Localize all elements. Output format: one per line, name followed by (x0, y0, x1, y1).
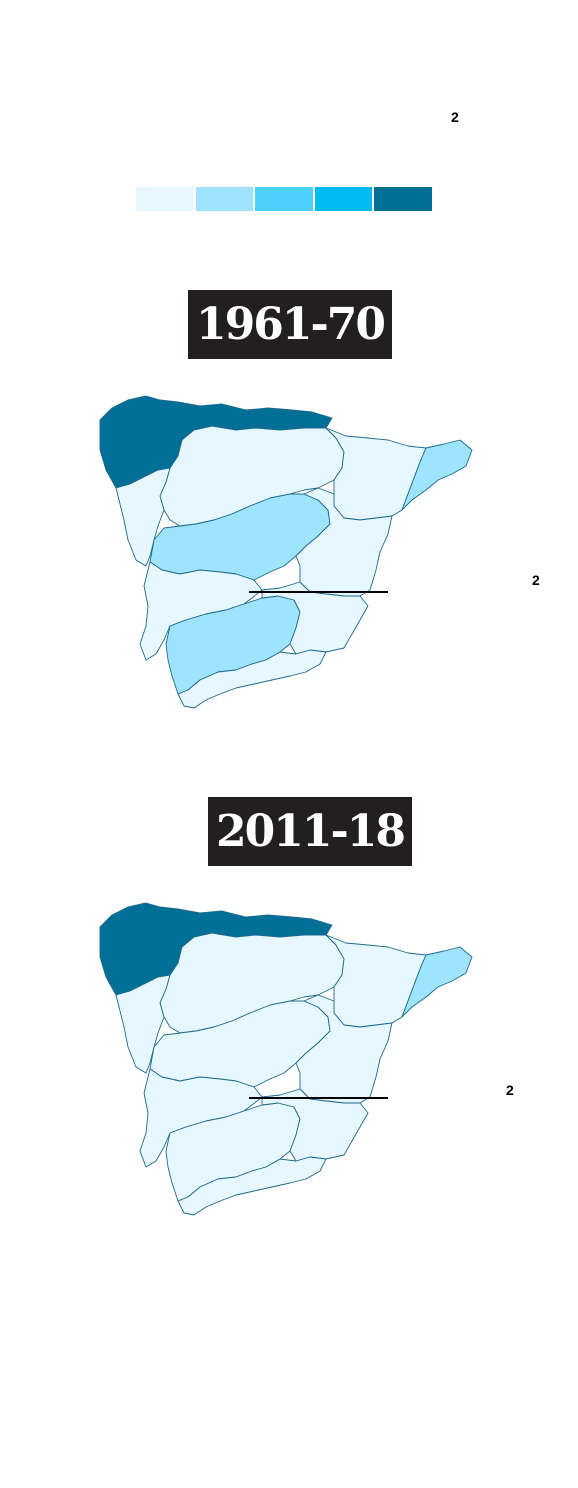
region-southeast (261, 1088, 369, 1162)
legend-swatch-3 (255, 187, 313, 211)
region-northeast (325, 934, 427, 1028)
legend-swatch-4 (314, 187, 373, 211)
period-label-1961-70: 1961-70 (188, 290, 392, 359)
legend-swatch-2 (195, 187, 254, 211)
region-catalonia (401, 946, 473, 1018)
color-scale-legend (136, 187, 432, 211)
spain-map-1961-70 (99, 395, 473, 709)
map-1-callout-superscript: 2 (532, 572, 540, 588)
region-south-coast (177, 649, 327, 709)
region-south-coast (177, 1156, 327, 1216)
legend-swatch-5 (374, 187, 432, 211)
legend-swatch-1 (136, 187, 194, 211)
map-2-callout-superscript: 2 (506, 1082, 514, 1098)
region-west-north (115, 467, 171, 567)
region-west-north (115, 974, 171, 1074)
region-northeast (325, 427, 427, 521)
spain-map-2011-18 (99, 902, 473, 1216)
top-superscript: 2 (451, 109, 459, 125)
region-catalonia (401, 439, 473, 511)
period-label-2011-18: 2011-18 (208, 797, 412, 866)
